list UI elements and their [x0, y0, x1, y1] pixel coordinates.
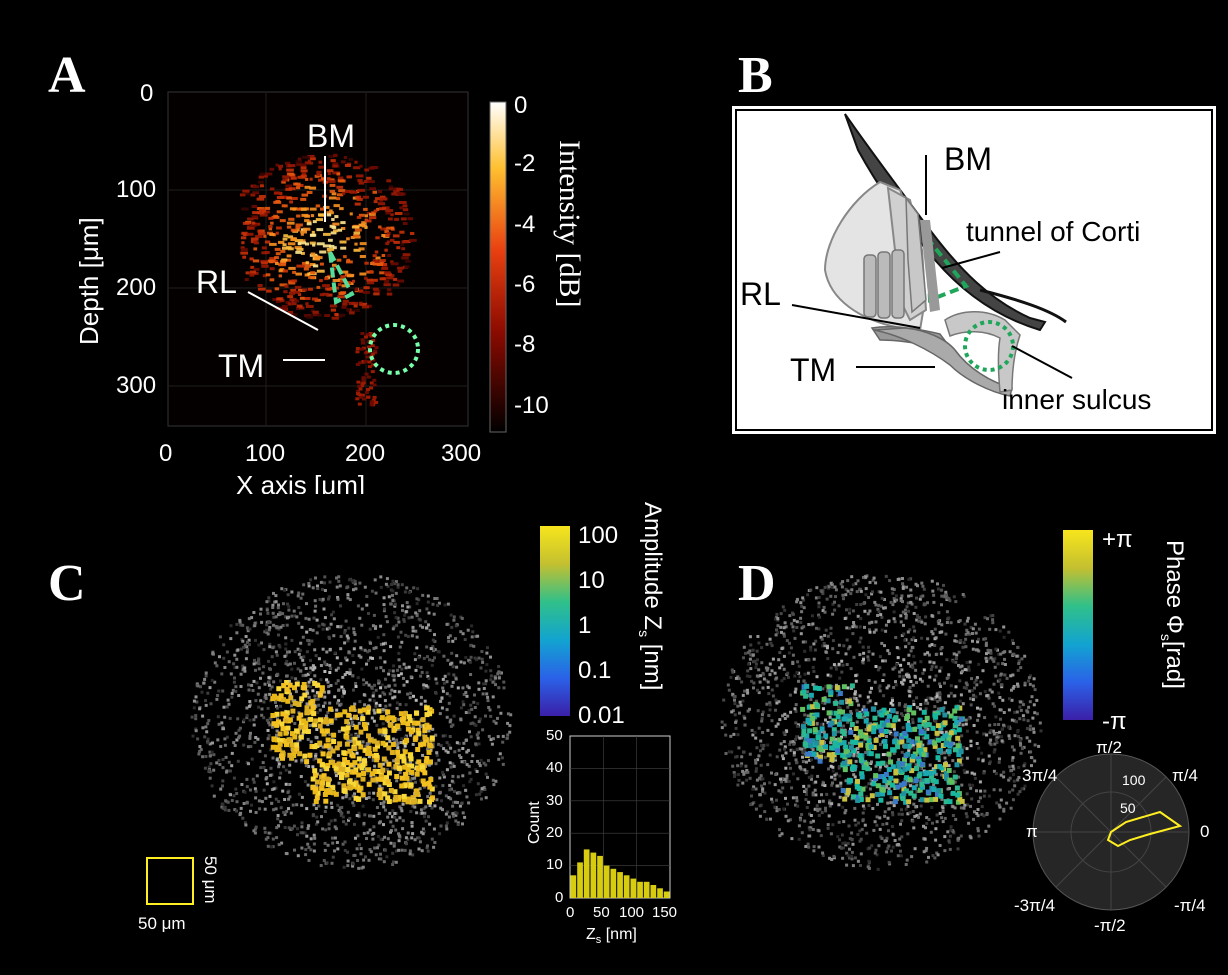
histogram-bar	[623, 875, 630, 898]
histogram-bar	[570, 875, 577, 898]
panel-c-cbar-tick: 100	[578, 522, 619, 549]
panel-a-xlabel: X axis [μm]	[236, 470, 366, 494]
polar-angle-top-left: 3π/4	[1022, 766, 1058, 785]
panel-b-tm-label: TM	[790, 352, 837, 388]
polar-angle-left: π	[1026, 822, 1038, 841]
histogram-bar	[590, 852, 597, 898]
panel-a-ytick: 200	[116, 274, 157, 301]
hist-xlabel-main: Z	[586, 926, 596, 943]
histogram-bar	[657, 888, 663, 898]
panel-a-ytick: 0	[140, 80, 154, 107]
panel-a-bm-label: BM	[307, 118, 355, 154]
histogram-bar	[637, 881, 643, 898]
histogram-bar	[630, 878, 637, 898]
hist-xlabel-sub: s	[595, 934, 602, 947]
histogram-bar	[643, 881, 650, 898]
panel-d-cbar-tick: +π	[1102, 526, 1133, 553]
panel-a-cbar-tick: 0	[514, 92, 528, 119]
hist-ytick: 40	[546, 759, 563, 776]
hist-xtick: 150	[652, 904, 678, 921]
panel-b-rl-label: RL	[740, 276, 781, 312]
histogram-bar	[583, 849, 590, 898]
histogram-bar	[610, 868, 617, 898]
panel-a-xtick: 300	[441, 440, 482, 467]
polar-angle-bottom-right: -π/4	[1174, 896, 1206, 915]
hist-xtick: 100	[619, 904, 645, 921]
hist-ytick: 10	[546, 856, 563, 873]
panel-b-letter: B	[738, 47, 773, 104]
panel-a-xtick: 200	[345, 440, 386, 467]
hist-ytick: 0	[555, 889, 564, 906]
hist-xlabel: Zs [nm]	[586, 926, 637, 946]
hist-ytick: 50	[546, 727, 563, 744]
panel-c-cbar-tick: 0.1	[578, 657, 612, 684]
polar-angle-top: π/2	[1096, 738, 1122, 757]
hist-xtick: 0	[566, 904, 575, 921]
histogram-bar	[650, 885, 657, 898]
panel-b-tunnel-label: tunnel of Corti	[966, 216, 1141, 247]
hist-xtick: 50	[593, 904, 610, 921]
polar-angle-right: 0	[1200, 822, 1210, 841]
panel-c-scalebar-h: 50 μm	[138, 914, 186, 933]
panel-d-letter: D	[738, 555, 776, 612]
polar-angle-bottom-left: -3π/4	[1014, 896, 1056, 915]
panel-a-tm-label: TM	[218, 348, 265, 384]
panel-d-cbar-tick: -π	[1102, 708, 1127, 735]
panel-a-cbar-tick: -2	[514, 150, 536, 177]
histogram-bar	[603, 865, 610, 898]
polar-angle-top-right: π/4	[1172, 766, 1198, 785]
panel-c-letter: C	[48, 555, 86, 612]
panel-a-cbar-tick: -10	[514, 392, 549, 419]
panel-a-xtick: 100	[245, 440, 286, 467]
panel-a-ytick: 300	[116, 372, 157, 399]
polar-radial-label: 100	[1122, 772, 1146, 788]
histogram-bar	[577, 862, 583, 898]
panel-a-cbar-tick: -4	[514, 211, 536, 238]
hist-ytick: 30	[546, 792, 563, 809]
panel-a-cbar-tick: -6	[514, 271, 536, 298]
panel-b-bm-label: BM	[944, 141, 992, 177]
polar-angle-bottom: -π/2	[1094, 916, 1126, 935]
polar-radial-label: 50	[1120, 800, 1136, 816]
panel-b-sulcus-label: inner sulcus	[1002, 384, 1152, 415]
panel-a-xtick: 0	[159, 440, 173, 467]
panel-a-ytick: 100	[116, 176, 157, 203]
panel-a-cbar-tick: -8	[514, 331, 536, 358]
panel-a-rl-label: RL	[196, 264, 237, 300]
panel-c-cbar-tick: 10	[578, 567, 605, 594]
histogram-bar	[597, 855, 603, 898]
histogram-bar	[663, 891, 670, 898]
hist-xlabel-unit: [nm]	[601, 926, 637, 943]
panel-c-cbar-tick: 1	[578, 612, 592, 639]
panel-a-letter: A	[48, 47, 86, 104]
panel-c-cbar-tick: 0.01	[578, 702, 625, 729]
histogram-bar	[617, 872, 623, 898]
hist-ytick: 20	[546, 824, 563, 841]
